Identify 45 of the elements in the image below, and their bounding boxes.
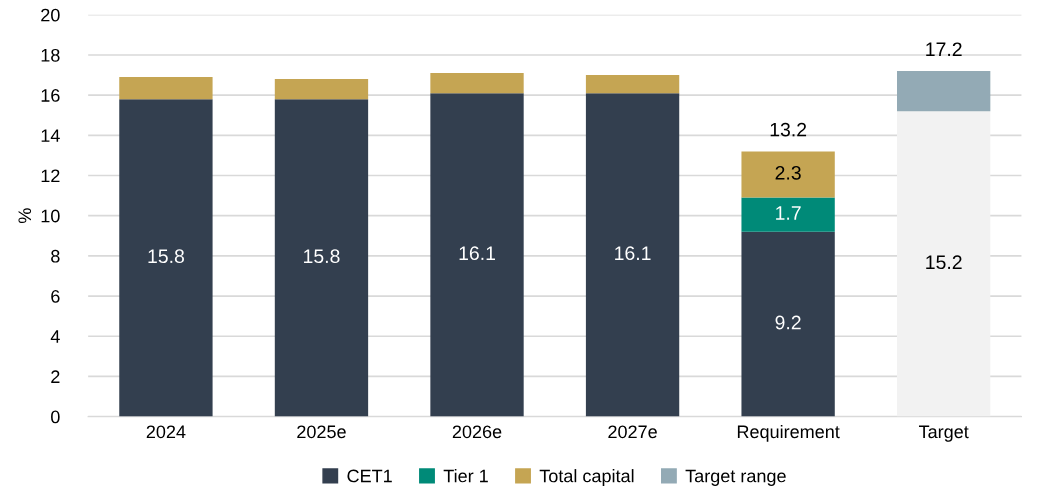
y-tick-label: 16: [41, 89, 60, 102]
y-tick-label: 12: [41, 169, 60, 183]
data-label: 15.8: [148, 249, 184, 264]
legend-label: Tier 1: [443, 469, 488, 483]
data-label: 16.1: [459, 246, 495, 261]
bar: [897, 71, 991, 112]
data-label: 2.3: [775, 165, 801, 180]
y-tick-label: 0: [51, 410, 60, 424]
bar: [430, 93, 524, 417]
data-label: 9.2: [775, 315, 801, 330]
y-axis-title: %: [18, 208, 32, 224]
bar: [119, 77, 213, 100]
bar: [274, 99, 369, 417]
y-tick-label: 14: [41, 129, 60, 142]
x-tick-label: Requirement: [737, 424, 840, 442]
bar: [897, 111, 991, 417]
x-tick-label: 2025e: [297, 425, 346, 439]
bar: [119, 99, 213, 417]
data-label: 1.7: [776, 206, 801, 220]
y-tick-label: 10: [41, 209, 60, 223]
y-tick-label: 4: [50, 330, 60, 343]
data-label: 15.8: [304, 249, 340, 264]
data-label: 16.1: [615, 246, 651, 261]
y-tick-label: 20: [41, 8, 60, 22]
x-tick-label: 2027e: [608, 425, 657, 439]
bar: [585, 93, 680, 417]
y-tick-label: 18: [41, 48, 60, 62]
legend-label: Target range: [685, 469, 786, 486]
bar: [274, 79, 369, 100]
bar: [741, 231, 835, 417]
total-label: 17.2: [926, 42, 962, 56]
y-tick-label: 2: [51, 370, 60, 383]
bar: [741, 151, 835, 198]
x-tick-label: 2024: [146, 425, 186, 439]
y-tick-label: 8: [51, 249, 60, 263]
bar: [430, 73, 524, 94]
x-tick-label: Target: [918, 425, 969, 442]
legend-label: Total capital: [539, 469, 634, 486]
legend-label: CET1: [347, 469, 392, 483]
total-label: 13.2: [770, 122, 807, 137]
x-tick-label: 2026e: [452, 425, 502, 439]
bar: [585, 75, 680, 94]
data-label: 15.2: [926, 255, 962, 270]
bar: [741, 197, 835, 232]
y-tick-label: 6: [51, 289, 60, 303]
